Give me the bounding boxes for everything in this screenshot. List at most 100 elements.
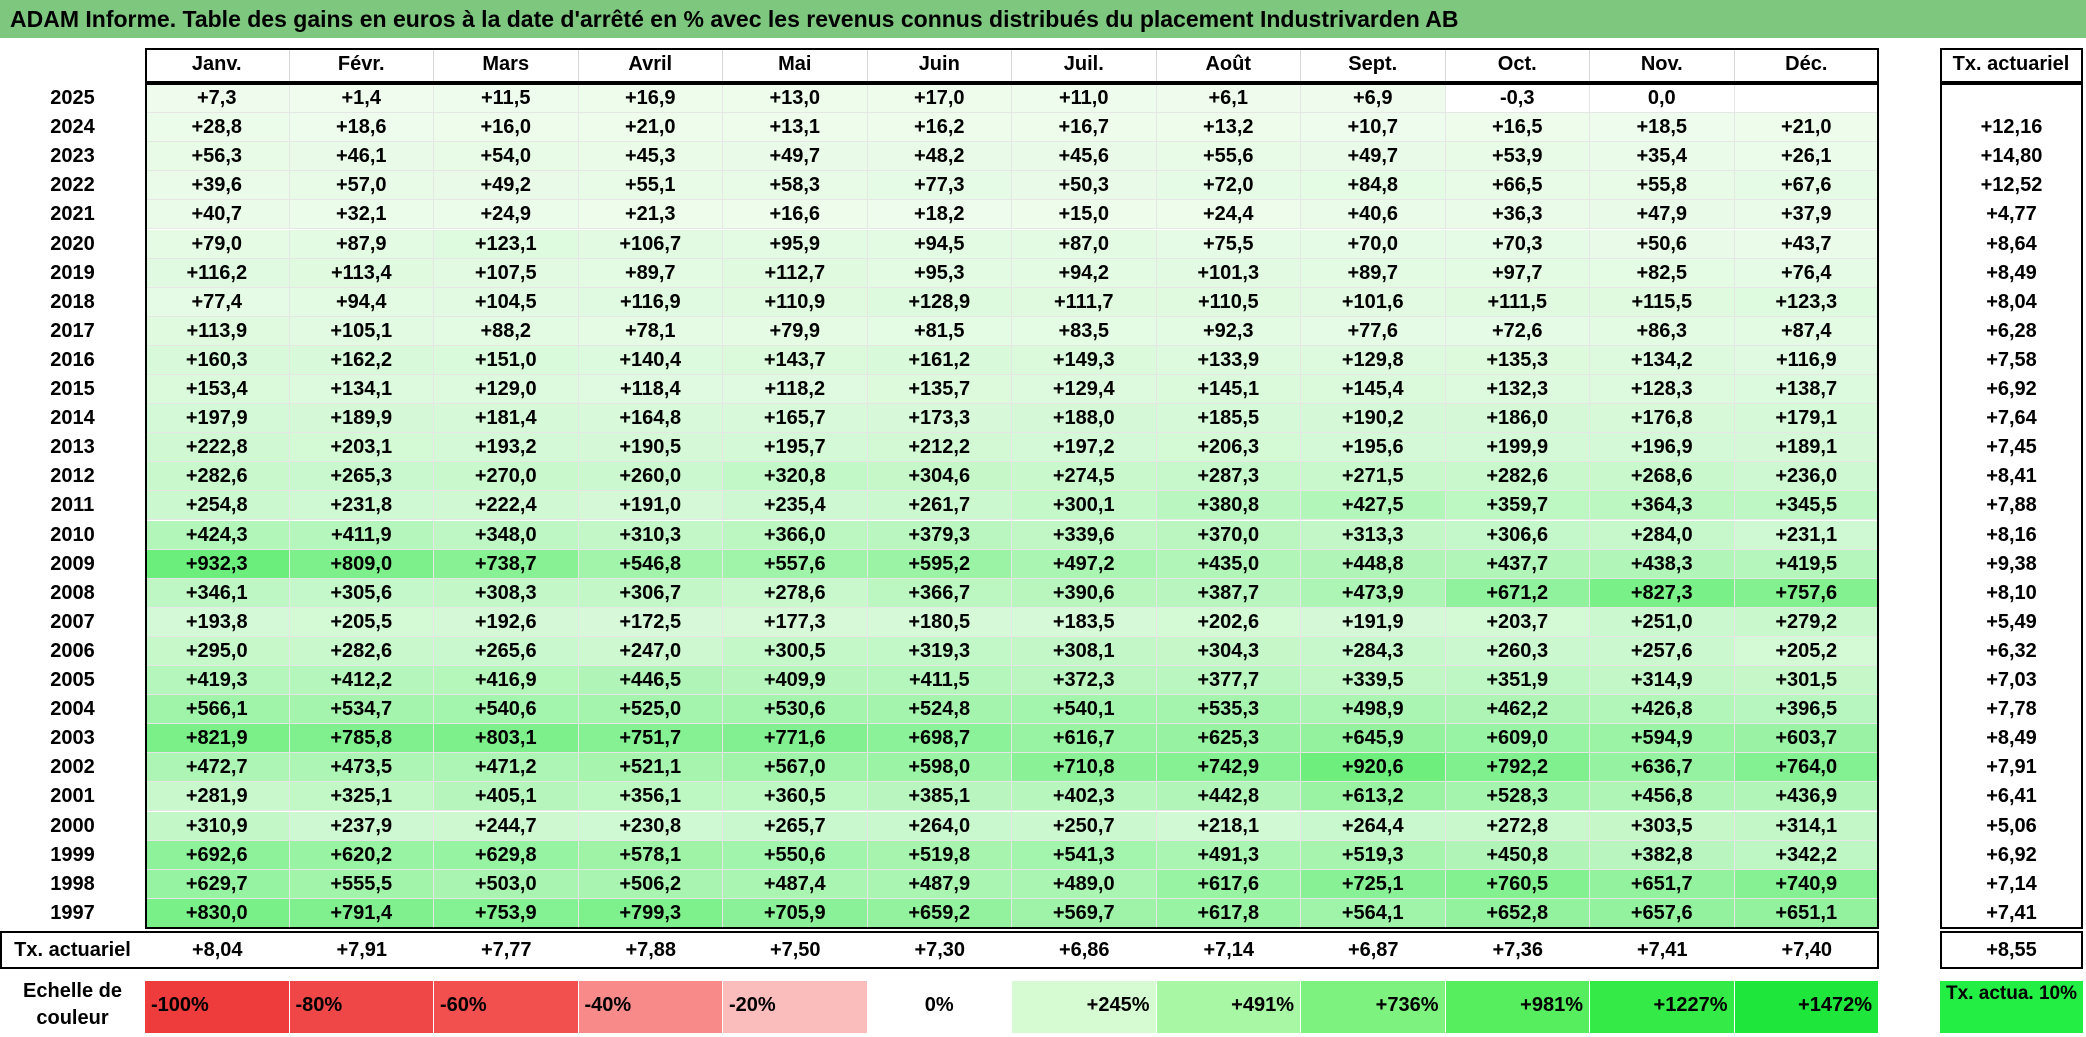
table-cell: +191,0 (578, 491, 723, 521)
table-cell: +18,6 (289, 113, 434, 143)
table-cell: +528,3 (1445, 782, 1590, 812)
table-cell: +231,8 (289, 491, 434, 521)
table-cell: +118,2 (723, 375, 868, 405)
table-cell: +86,3 (1590, 316, 1735, 346)
table-cell: +265,7 (723, 811, 868, 841)
table-cell: +411,5 (867, 666, 1012, 696)
table-cell: +176,8 (1590, 404, 1735, 434)
row-rate: +8,41 (1986, 465, 2037, 488)
table-cell: +310,3 (578, 520, 723, 550)
row-rate: +7,14 (1986, 872, 2037, 895)
table-cell: +356,1 (578, 782, 723, 812)
table-cell: +751,7 (578, 724, 723, 754)
table-cell: +67,6 (1734, 171, 1879, 201)
footer-rate: +7,30 (914, 938, 966, 961)
table-cell: +281,9 (145, 782, 290, 812)
year-label: 2019 (50, 261, 95, 284)
table-cell: +625,3 (1156, 724, 1301, 754)
table-cell: +304,6 (867, 462, 1012, 492)
table-cell: +76,4 (1734, 258, 1879, 288)
table-cell: +306,7 (578, 578, 723, 608)
table-cell: +115,5 (1590, 287, 1735, 317)
table-cell: +6,9 (1301, 84, 1446, 114)
table-cell: +546,8 (578, 549, 723, 579)
table-cell: +442,8 (1156, 782, 1301, 812)
table-cell: +151,0 (434, 345, 579, 375)
row-rate: +8,49 (1986, 261, 2037, 284)
table-cell: +366,0 (723, 520, 868, 550)
table-cell: +57,0 (289, 171, 434, 201)
table-cell: +489,0 (1012, 869, 1157, 899)
table-cell: +230,8 (578, 811, 723, 841)
table-cell: +49,7 (1301, 142, 1446, 172)
table-cell: +202,6 (1156, 607, 1301, 637)
table-cell: +111,5 (1445, 287, 1590, 317)
table-cell: +205,2 (1734, 636, 1879, 666)
table-cell: +310,9 (145, 811, 290, 841)
table-cell: +49,2 (434, 171, 579, 201)
column-header: Déc. (1735, 48, 1879, 83)
table-cell: +345,5 (1734, 491, 1879, 521)
table-cell: +760,5 (1445, 869, 1590, 899)
table-cell: +416,9 (434, 666, 579, 696)
table-cell: +705,9 (723, 898, 868, 928)
table-cell: +70,0 (1301, 229, 1446, 259)
table-cell: +49,7 (723, 142, 868, 172)
table-cell: +95,9 (723, 229, 868, 259)
table-cell: +305,6 (289, 578, 434, 608)
table-cell: +185,5 (1156, 404, 1301, 434)
legend-swatch: 0% (867, 981, 1012, 1033)
table-cell: +222,8 (145, 433, 290, 463)
table-cell: +409,9 (723, 666, 868, 696)
row-rate: +8,64 (1986, 232, 2037, 255)
year-label: 2024 (50, 116, 95, 139)
table-cell: +771,6 (723, 724, 868, 754)
table-cell: +55,6 (1156, 142, 1301, 172)
table-cell: +110,5 (1156, 287, 1301, 317)
table-cell: +116,9 (578, 287, 723, 317)
table-cell: +603,7 (1734, 724, 1879, 754)
table-cell: +613,2 (1301, 782, 1446, 812)
page-title: ADAM Informe. Table des gains en euros à… (0, 0, 2086, 38)
year-label: 2008 (50, 581, 95, 604)
year-label: 2013 (50, 436, 95, 459)
table-cell: +450,8 (1445, 840, 1590, 870)
table-cell: +111,7 (1012, 287, 1157, 317)
table-cell: -0,3 (1445, 84, 1590, 114)
table-cell: +196,9 (1590, 433, 1735, 463)
row-rate: +6,92 (1986, 378, 2037, 400)
table-cell: +456,8 (1590, 782, 1735, 812)
table-cell: +284,0 (1590, 520, 1735, 550)
table-cell: +251,0 (1590, 607, 1735, 637)
table-cell: +380,8 (1156, 491, 1301, 521)
table-cell: +203,7 (1445, 607, 1590, 637)
table-cell: +173,3 (867, 404, 1012, 434)
year-label: 2003 (50, 727, 95, 750)
table-cell: +105,1 (289, 316, 434, 346)
table-cell: +550,6 (723, 840, 868, 870)
footer-rate: +7,36 (1492, 938, 1544, 961)
table-cell: +237,9 (289, 811, 434, 841)
table-cell: +189,9 (289, 404, 434, 434)
year-label: 2020 (50, 232, 95, 255)
table-cell: +135,7 (867, 375, 1012, 405)
table-cell: +40,6 (1301, 200, 1446, 230)
legend-rate-swatch: Tx. actua. 10% (1940, 981, 2083, 1033)
table-cell: +792,2 (1445, 753, 1590, 783)
table-cell: +379,3 (867, 520, 1012, 550)
year-label: 2016 (50, 348, 95, 371)
table-cell: +77,6 (1301, 316, 1446, 346)
year-label: 2022 (50, 174, 95, 197)
row-rate: +9,38 (1986, 552, 2037, 575)
table-cell: +303,5 (1590, 811, 1735, 841)
year-label: 2007 (50, 610, 95, 633)
year-label: 2006 (50, 639, 95, 662)
year-label: 1997 (50, 901, 95, 924)
table-cell: +785,8 (289, 724, 434, 754)
table-cell: +314,1 (1734, 811, 1879, 841)
table-cell: +81,5 (867, 316, 1012, 346)
table-cell: +218,1 (1156, 811, 1301, 841)
table-cell: +40,7 (145, 200, 290, 230)
year-label: 2000 (50, 814, 95, 837)
table-cell: +270,0 (434, 462, 579, 492)
